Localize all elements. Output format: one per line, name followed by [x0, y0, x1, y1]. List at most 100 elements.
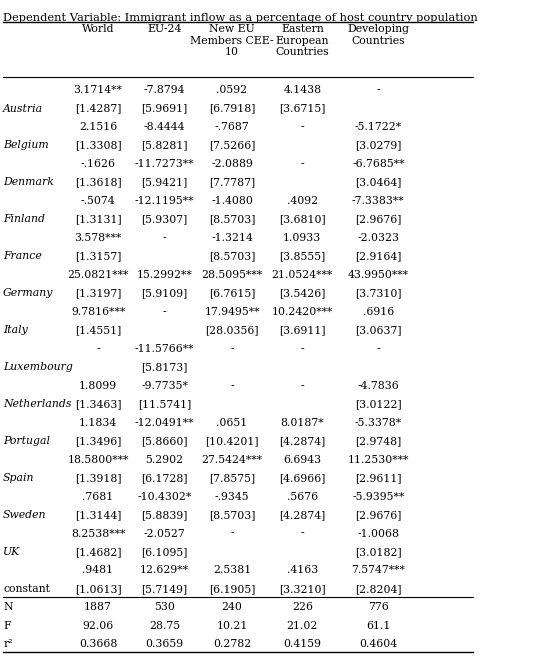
Text: 226: 226 — [292, 602, 313, 612]
Text: 240: 240 — [222, 602, 242, 612]
Text: UK: UK — [3, 547, 20, 557]
Text: 28.5095***: 28.5095*** — [201, 270, 263, 280]
Text: [7.5266]: [7.5266] — [209, 140, 255, 151]
Text: 0.3668: 0.3668 — [79, 640, 117, 650]
Text: Finland: Finland — [3, 214, 45, 224]
Text: [1.4287]: [1.4287] — [75, 104, 121, 114]
Text: .9481: .9481 — [83, 565, 114, 575]
Text: 43.9950***: 43.9950*** — [348, 270, 409, 280]
Text: [3.0637]: [3.0637] — [355, 325, 402, 335]
Text: [1.3157]: [1.3157] — [75, 252, 121, 262]
Text: .4092: .4092 — [287, 196, 318, 206]
Text: [3.6715]: [3.6715] — [279, 104, 325, 114]
Text: 530: 530 — [154, 602, 175, 612]
Text: 0.4159: 0.4159 — [284, 640, 321, 650]
Text: -7.8794: -7.8794 — [144, 85, 185, 95]
Text: -: - — [301, 159, 304, 169]
Text: Austria: Austria — [3, 104, 43, 114]
Text: [6.1728]: [6.1728] — [141, 473, 188, 483]
Text: [6.1905]: [6.1905] — [209, 584, 255, 594]
Text: [3.6911]: [3.6911] — [279, 325, 325, 335]
Text: 3.578***: 3.578*** — [75, 233, 122, 243]
Text: 1887: 1887 — [84, 602, 112, 612]
Text: [1.3618]: [1.3618] — [75, 177, 121, 187]
Text: 11.2530***: 11.2530*** — [347, 455, 409, 464]
Text: [3.3210]: [3.3210] — [279, 584, 325, 594]
Text: Portugal: Portugal — [3, 436, 50, 446]
Text: [4.2874]: [4.2874] — [279, 510, 325, 520]
Text: -12.0491**: -12.0491** — [135, 417, 194, 427]
Text: [3.0279]: [3.0279] — [355, 140, 402, 151]
Text: -: - — [230, 381, 234, 391]
Text: [5.9421]: [5.9421] — [141, 177, 187, 187]
Text: N: N — [3, 602, 12, 612]
Text: -: - — [301, 122, 304, 132]
Text: 10.21: 10.21 — [216, 621, 248, 631]
Text: -2.0323: -2.0323 — [357, 233, 400, 243]
Text: Denmark: Denmark — [3, 177, 54, 187]
Text: -7.3383**: -7.3383** — [352, 196, 404, 206]
Text: -1.0068: -1.0068 — [357, 529, 400, 539]
Text: -11.7273**: -11.7273** — [135, 159, 194, 169]
Text: 5.2902: 5.2902 — [146, 455, 184, 464]
Text: [28.0356]: [28.0356] — [205, 325, 259, 335]
Text: [3.0182]: [3.0182] — [355, 547, 402, 557]
Text: 2.1516: 2.1516 — [79, 122, 117, 132]
Text: Netherlands: Netherlands — [3, 399, 71, 409]
Text: -5.1722*: -5.1722* — [355, 122, 402, 132]
Text: Eastern
European
Countries: Eastern European Countries — [275, 24, 329, 58]
Text: EU-24: EU-24 — [147, 24, 182, 34]
Text: 2.5381: 2.5381 — [213, 565, 251, 575]
Text: [5.9109]: [5.9109] — [141, 288, 187, 298]
Text: F: F — [3, 621, 11, 631]
Text: Belgium: Belgium — [3, 140, 49, 151]
Text: -.7687: -.7687 — [215, 122, 249, 132]
Text: France: France — [3, 252, 42, 262]
Text: -5.3378*: -5.3378* — [355, 417, 402, 427]
Text: 1.1834: 1.1834 — [79, 417, 117, 427]
Text: [6.7615]: [6.7615] — [209, 288, 255, 298]
Text: -.9345: -.9345 — [215, 492, 249, 502]
Text: [5.7149]: [5.7149] — [141, 584, 187, 594]
Text: [3.0122]: [3.0122] — [355, 399, 402, 409]
Text: 7.5747***: 7.5747*** — [351, 565, 405, 575]
Text: [11.5741]: [11.5741] — [138, 399, 191, 409]
Text: -: - — [376, 85, 380, 95]
Text: [1.4551]: [1.4551] — [75, 325, 121, 335]
Text: -10.4302*: -10.4302* — [137, 492, 192, 502]
Text: [5.9691]: [5.9691] — [141, 104, 187, 114]
Text: Luxembourg: Luxembourg — [3, 362, 73, 372]
Text: -: - — [96, 344, 100, 354]
Text: [8.5703]: [8.5703] — [209, 252, 255, 262]
Text: -6.7685**: -6.7685** — [352, 159, 404, 169]
Text: [7.8575]: [7.8575] — [209, 473, 255, 483]
Text: 8.0187*: 8.0187* — [280, 417, 324, 427]
Text: [2.9676]: [2.9676] — [355, 510, 402, 520]
Text: [6.1095]: [6.1095] — [141, 547, 188, 557]
Text: [3.8555]: [3.8555] — [279, 252, 325, 262]
Text: -2.0889: -2.0889 — [211, 159, 253, 169]
Text: 6.6943: 6.6943 — [283, 455, 321, 464]
Text: .0592: .0592 — [216, 85, 248, 95]
Text: New EU
Members CEE-
10: New EU Members CEE- 10 — [190, 24, 274, 58]
Text: [3.5426]: [3.5426] — [279, 288, 325, 298]
Text: [2.9164]: [2.9164] — [355, 252, 402, 262]
Text: -2.0527: -2.0527 — [144, 529, 185, 539]
Text: -12.1195**: -12.1195** — [135, 196, 194, 206]
Text: [3.0464]: [3.0464] — [355, 177, 402, 187]
Text: -: - — [301, 381, 304, 391]
Text: 92.06: 92.06 — [83, 621, 114, 631]
Text: [4.2874]: [4.2874] — [279, 436, 325, 446]
Text: [5.8281]: [5.8281] — [141, 140, 188, 151]
Text: .0651: .0651 — [216, 417, 248, 427]
Text: Developing
Countries: Developing Countries — [347, 24, 409, 45]
Text: [1.3496]: [1.3496] — [75, 436, 121, 446]
Text: 8.2538***: 8.2538*** — [71, 529, 125, 539]
Text: [3.6810]: [3.6810] — [279, 214, 325, 224]
Text: 12.629**: 12.629** — [140, 565, 189, 575]
Text: 776: 776 — [368, 602, 389, 612]
Text: -: - — [376, 344, 380, 354]
Text: -: - — [230, 344, 234, 354]
Text: [8.5703]: [8.5703] — [209, 510, 255, 520]
Text: 3.1714**: 3.1714** — [74, 85, 122, 95]
